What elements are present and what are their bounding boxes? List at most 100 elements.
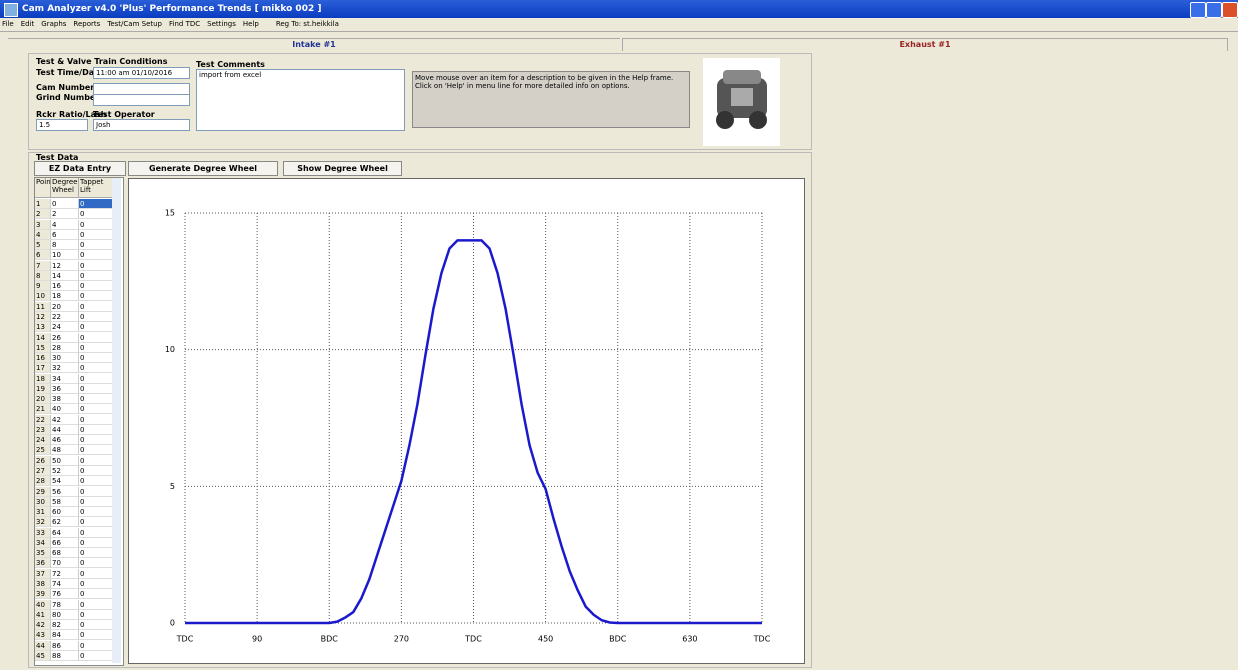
button[interactable]: Show Degree Wheel xyxy=(283,161,402,176)
table-cell[interactable]: 0 xyxy=(79,620,113,631)
table-cell[interactable]: 0 xyxy=(79,640,113,651)
table-cell[interactable]: 48 xyxy=(51,445,79,456)
menu-item[interactable]: File xyxy=(2,20,14,28)
table-cell[interactable]: 0 xyxy=(79,455,113,466)
table-cell[interactable]: 0 xyxy=(79,630,113,641)
table-cell[interactable]: 20 xyxy=(51,301,79,312)
table-cell[interactable]: 36 xyxy=(51,383,79,394)
table-cell[interactable]: 10 xyxy=(51,250,79,261)
table-cell[interactable]: 4 xyxy=(51,219,79,230)
table-cell[interactable]: 82 xyxy=(51,620,79,631)
table-cell[interactable]: 64 xyxy=(51,527,79,538)
minimize-button[interactable] xyxy=(1190,2,1206,18)
table-cell[interactable]: 0 xyxy=(79,332,113,343)
tab[interactable]: Exhaust #1 xyxy=(622,38,1228,51)
table-cell[interactable]: 0 xyxy=(51,199,79,209)
table-cell[interactable]: 0 xyxy=(79,558,113,569)
menu-item[interactable]: Graphs xyxy=(41,20,67,28)
table-cell[interactable]: 62 xyxy=(51,517,79,528)
table-cell[interactable]: 56 xyxy=(51,486,79,497)
table-cell[interactable]: 72 xyxy=(51,568,79,579)
dropdown[interactable]: Josh xyxy=(93,119,190,131)
table-cell[interactable]: 0 xyxy=(79,435,113,446)
table-cell[interactable]: 0 xyxy=(79,414,113,425)
table-cell[interactable]: 0 xyxy=(79,650,113,661)
table-cell[interactable]: 0 xyxy=(79,466,113,477)
text-field[interactable]: 11:00 am 01/10/2016 xyxy=(93,67,190,79)
table-cell[interactable]: 58 xyxy=(51,496,79,507)
table-cell[interactable]: 16 xyxy=(51,281,79,292)
table-cell[interactable]: 78 xyxy=(51,599,79,610)
menu-item[interactable]: Edit xyxy=(20,20,35,28)
table-cell[interactable]: 0 xyxy=(79,219,113,230)
text-field[interactable]: 1.5 xyxy=(36,119,88,131)
table-cell[interactable]: 0 xyxy=(79,548,113,559)
table-cell[interactable]: 0 xyxy=(79,589,113,600)
table-cell[interactable]: 0 xyxy=(79,240,113,251)
button[interactable]: EZ Data Entry xyxy=(34,161,126,176)
table-cell[interactable]: 0 xyxy=(79,250,113,261)
table-cell[interactable]: 54 xyxy=(51,476,79,487)
table-cell[interactable]: 34 xyxy=(51,373,79,384)
table-cell[interactable]: 0 xyxy=(79,394,113,405)
table-cell[interactable]: 0 xyxy=(79,209,113,220)
table-cell[interactable]: 28 xyxy=(51,342,79,353)
table-cell[interactable]: 14 xyxy=(51,270,79,281)
table-cell[interactable]: 0 xyxy=(79,496,113,507)
table-cell[interactable]: 0 xyxy=(79,383,113,394)
table-cell[interactable]: 0 xyxy=(79,537,113,548)
table-cell[interactable]: 0 xyxy=(79,373,113,384)
scrollbar[interactable] xyxy=(112,178,121,663)
table-cell[interactable]: 22 xyxy=(51,311,79,322)
table-cell[interactable]: 40 xyxy=(51,404,79,415)
table-cell[interactable]: 44 xyxy=(51,424,79,435)
maximize-button[interactable] xyxy=(1206,2,1222,18)
table-cell[interactable]: 0 xyxy=(79,404,113,415)
menu-item[interactable]: Reports xyxy=(73,20,101,28)
table-cell[interactable]: 0 xyxy=(79,424,113,435)
table-cell[interactable]: 0 xyxy=(79,260,113,271)
table-cell[interactable]: 0 xyxy=(79,363,113,374)
table-cell[interactable]: 0 xyxy=(79,353,113,364)
table-cell[interactable]: 0 xyxy=(79,578,113,589)
dropdown[interactable] xyxy=(93,94,190,106)
table-cell[interactable]: 88 xyxy=(51,650,79,661)
table-cell[interactable]: 0 xyxy=(79,568,113,579)
table-cell[interactable]: 26 xyxy=(51,332,79,343)
table-cell[interactable]: 0 xyxy=(79,609,113,620)
table-cell[interactable]: 0 xyxy=(79,301,113,312)
table-cell[interactable]: 0 xyxy=(79,270,113,281)
table-cell[interactable]: 8 xyxy=(51,240,79,251)
table-cell[interactable]: 0 xyxy=(79,281,113,292)
table-cell[interactable]: 42 xyxy=(51,414,79,425)
table-cell[interactable]: 0 xyxy=(79,476,113,487)
table-cell[interactable]: 76 xyxy=(51,589,79,600)
table-cell[interactable]: 24 xyxy=(51,322,79,333)
table-cell[interactable]: 30 xyxy=(51,353,79,364)
table-cell[interactable]: 52 xyxy=(51,466,79,477)
table-cell[interactable]: 2 xyxy=(51,209,79,220)
table-cell[interactable]: 0 xyxy=(79,517,113,528)
table-cell[interactable]: 0 xyxy=(79,445,113,456)
table-cell[interactable]: 68 xyxy=(51,548,79,559)
table-cell[interactable]: 80 xyxy=(51,609,79,620)
table-cell[interactable]: 50 xyxy=(51,455,79,466)
menu-item[interactable]: Settings xyxy=(207,20,236,28)
table-cell[interactable]: 6 xyxy=(51,229,79,240)
table-cell[interactable]: 0 xyxy=(79,527,113,538)
table-cell[interactable]: 12 xyxy=(51,260,79,271)
tab[interactable]: Intake #1 xyxy=(8,38,620,51)
table-cell[interactable]: 60 xyxy=(51,507,79,518)
table-cell[interactable]: 32 xyxy=(51,363,79,374)
table-cell[interactable]: 0 xyxy=(79,229,113,240)
menu-item[interactable]: Help xyxy=(242,20,259,28)
table-cell[interactable]: 0 xyxy=(79,342,113,353)
menu-item[interactable]: Test/Cam Setup xyxy=(107,20,163,28)
close-button[interactable] xyxy=(1222,2,1238,18)
menu-item[interactable]: Find TDC xyxy=(169,20,201,28)
table-cell[interactable]: 74 xyxy=(51,578,79,589)
table-cell[interactable]: 70 xyxy=(51,558,79,569)
table-cell[interactable]: 46 xyxy=(51,435,79,446)
table-cell[interactable]: 66 xyxy=(51,537,79,548)
text-area[interactable]: import from excel xyxy=(196,69,405,131)
